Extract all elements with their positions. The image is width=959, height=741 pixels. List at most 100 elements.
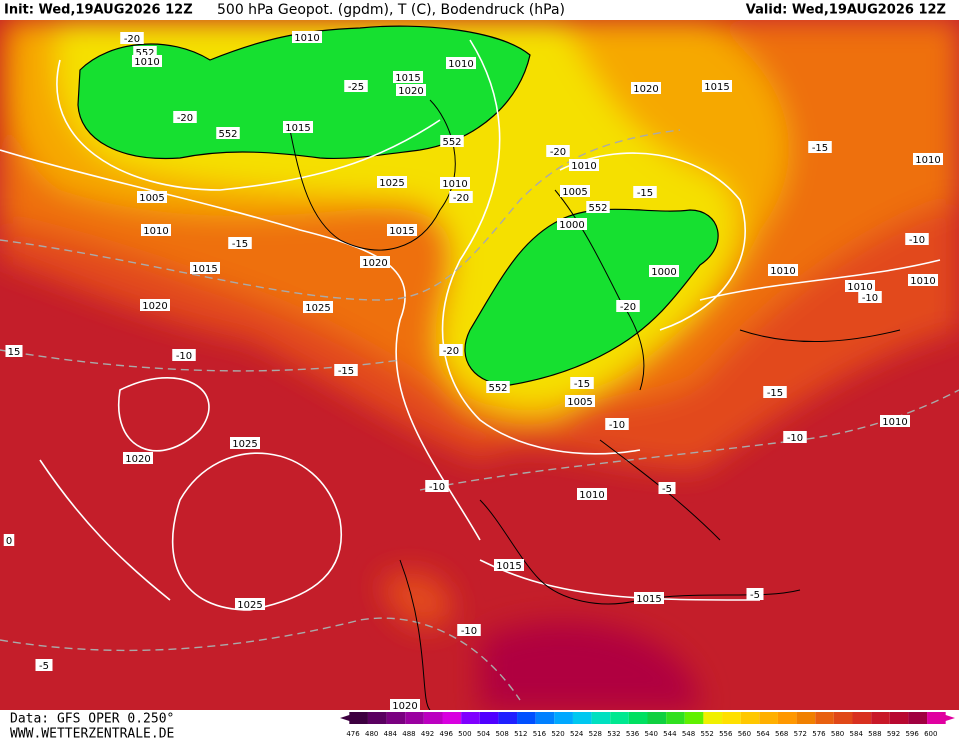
map-label: -10	[461, 626, 477, 637]
map-label: 1000	[559, 220, 584, 231]
label-box	[137, 191, 167, 203]
map-label: 15	[8, 347, 21, 358]
scale-swatch	[796, 712, 816, 724]
map-label: 1010	[910, 276, 935, 287]
label-box	[494, 559, 524, 571]
map-label: 1005	[567, 397, 592, 408]
label-box	[746, 588, 764, 600]
map-label: -15	[637, 188, 653, 199]
map-label: 1010	[442, 179, 467, 190]
scale-swatch	[889, 712, 909, 724]
label-box	[763, 386, 787, 398]
scale-label: 512	[514, 730, 527, 738]
label-box	[190, 262, 220, 274]
label-box	[649, 265, 679, 277]
label-box	[633, 186, 657, 198]
scale-label: 528	[589, 730, 602, 738]
label-box	[235, 598, 265, 610]
init-time: Init: Wed,19AUG2026 12Z	[4, 3, 193, 18]
scale-label: 568	[775, 730, 788, 738]
scale-swatch	[852, 712, 872, 724]
scale-label: 536	[626, 730, 640, 738]
scale-swatch	[722, 712, 741, 724]
scale-swatch	[349, 712, 368, 724]
map-label: 552	[442, 137, 461, 148]
scale-swatch	[554, 712, 573, 724]
map-label: 1010	[134, 57, 159, 68]
label-box	[702, 80, 732, 92]
scale-swatch	[815, 712, 834, 724]
scale-swatch	[367, 712, 387, 724]
scale-label: 516	[533, 730, 547, 738]
map-label: 1005	[562, 187, 587, 198]
label-box	[230, 437, 260, 449]
label-box	[457, 624, 481, 636]
label-box	[845, 280, 875, 292]
map-label: -5	[39, 661, 49, 672]
label-box	[634, 592, 664, 604]
label-box	[616, 300, 640, 312]
map-label: 1025	[379, 178, 404, 189]
scale-label: 548	[682, 730, 695, 738]
scale-arrow-right	[936, 712, 955, 724]
map-label: -10	[609, 420, 625, 431]
site-name: WWW.WETTERZENTRALE.DE	[10, 727, 174, 741]
map-label: 1010	[579, 490, 604, 501]
label-box	[605, 418, 629, 430]
scale-label: 508	[495, 730, 508, 738]
label-box	[5, 345, 23, 357]
scale-label: 520	[551, 730, 564, 738]
map-label: 1015	[704, 82, 729, 93]
map-label: 1000	[651, 267, 676, 278]
map-label: 1010	[448, 59, 473, 70]
label-box	[446, 57, 476, 69]
map-label: -15	[812, 143, 828, 154]
map-label: -15	[338, 366, 354, 377]
label-box	[586, 201, 610, 213]
scale-label: 552	[700, 730, 713, 738]
scale-swatch	[405, 712, 424, 724]
scale-swatch	[461, 712, 480, 724]
map-label: 552	[135, 48, 154, 59]
map-label: -20	[620, 302, 636, 313]
label-box	[141, 224, 171, 236]
label-box	[425, 480, 449, 492]
map-label: 1010	[770, 266, 795, 277]
label-box	[396, 84, 426, 96]
label-box	[3, 534, 15, 546]
map-label: 1010	[882, 417, 907, 428]
scale-label: 584	[850, 730, 864, 738]
scale-swatch	[442, 712, 462, 724]
scale-swatch	[740, 712, 760, 724]
label-box	[387, 224, 417, 236]
label-box	[334, 364, 358, 376]
scale-swatch	[572, 712, 592, 724]
map-label: 552	[218, 129, 237, 140]
map-label: 1015	[496, 561, 521, 572]
scale-swatch	[684, 712, 704, 724]
label-box	[283, 121, 313, 133]
map-label: 1020	[398, 86, 423, 97]
map-label: -15	[574, 379, 590, 390]
label-box	[440, 177, 470, 189]
scale-swatch	[777, 712, 797, 724]
label-box	[35, 659, 53, 671]
label-box	[631, 82, 661, 94]
label-box	[546, 145, 570, 157]
map-label: -20	[124, 34, 140, 45]
scale-label: 524	[570, 730, 584, 738]
label-box	[560, 185, 590, 197]
label-box	[449, 191, 473, 203]
label-box	[783, 431, 807, 443]
map-label: 1010	[915, 155, 940, 166]
scale-label: 556	[719, 730, 733, 738]
label-box	[360, 256, 390, 268]
map-label: -5	[662, 484, 672, 495]
map-label: 1015	[192, 264, 217, 275]
label-box	[393, 71, 423, 83]
label-box	[292, 31, 322, 43]
label-box	[303, 301, 333, 313]
scale-swatch	[610, 712, 629, 724]
label-box	[344, 80, 368, 92]
